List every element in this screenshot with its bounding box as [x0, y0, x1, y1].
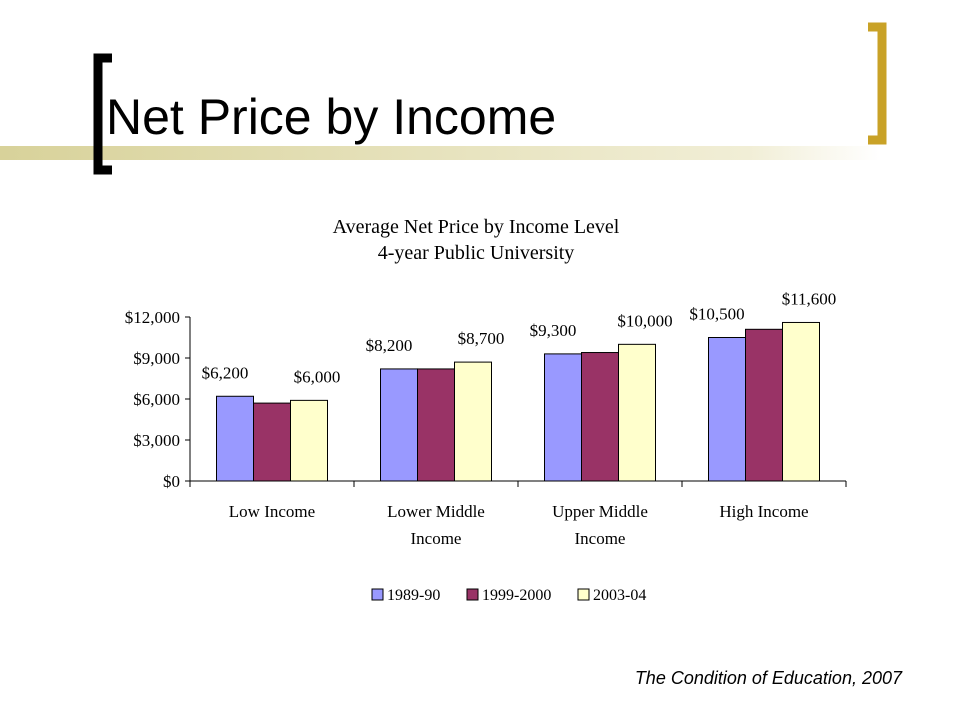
legend-swatch — [577, 588, 590, 601]
legend-label: 1999-2000 — [482, 587, 551, 604]
data-label: $8,200 — [366, 336, 413, 355]
chart-title-line: Average Net Price by Income Level — [333, 216, 620, 238]
bar — [253, 402, 291, 482]
y-tick-label: $3,000 — [133, 431, 180, 450]
title-underline-bar — [0, 146, 880, 160]
bar — [782, 321, 820, 482]
bar — [708, 337, 746, 482]
data-label: $11,600 — [782, 289, 837, 308]
x-category-label: High Income — [719, 502, 808, 521]
bar — [581, 352, 619, 482]
legend-label: 2003-04 — [593, 587, 646, 604]
legend-box — [368, 583, 674, 607]
y-tick-label: $12,000 — [125, 308, 180, 327]
x-category-label: Upper Middle — [552, 502, 648, 521]
bar — [544, 353, 582, 482]
bar — [745, 328, 783, 482]
slide-title: Net Price by Income — [106, 89, 557, 145]
chart-title-line: 4-year Public University — [378, 242, 575, 264]
bar — [290, 399, 328, 482]
bars — [216, 321, 820, 482]
legend-swatch — [371, 588, 384, 601]
bar — [417, 368, 455, 482]
y-tick-label: $6,000 — [133, 390, 180, 409]
data-label: $6,200 — [202, 363, 249, 382]
source-citation: The Condition of Education, 2007 — [634, 668, 902, 688]
data-label: $10,500 — [689, 305, 744, 324]
legend-swatch — [466, 588, 479, 601]
legend-label: 1989-90 — [387, 587, 440, 604]
data-label: $9,300 — [530, 321, 577, 340]
x-category-label: Income — [411, 529, 462, 548]
bar — [216, 395, 254, 482]
left-bracket-icon — [93, 53, 112, 175]
y-axis: $0 $3,000 $6,000 $9,000 $12,000 — [125, 308, 191, 491]
legend: 1989-90 1999-2000 2003-04 — [368, 583, 674, 607]
x-category-label: Low Income — [229, 502, 315, 521]
data-label: $10,000 — [617, 311, 672, 330]
y-tick-label: $9,000 — [133, 349, 180, 368]
data-label: $8,700 — [458, 329, 505, 348]
data-labels: $6,200 $6,000 $8,200 $8,700 $9,300 $10,000 $10… — [202, 289, 837, 386]
data-label: $6,000 — [294, 367, 341, 386]
x-category-label: Lower Middle — [387, 502, 485, 521]
bar — [454, 361, 492, 482]
bar — [618, 343, 656, 482]
y-tick-label: $0 — [163, 472, 180, 491]
right-bracket-icon — [868, 22, 887, 145]
chart-title: Average Net Price by Income Level 4-year … — [333, 216, 620, 264]
x-axis: Low Income Lower Middle Income Upper Middle… — [189, 480, 847, 548]
x-category-label: Income — [575, 529, 626, 548]
bar — [380, 368, 418, 482]
